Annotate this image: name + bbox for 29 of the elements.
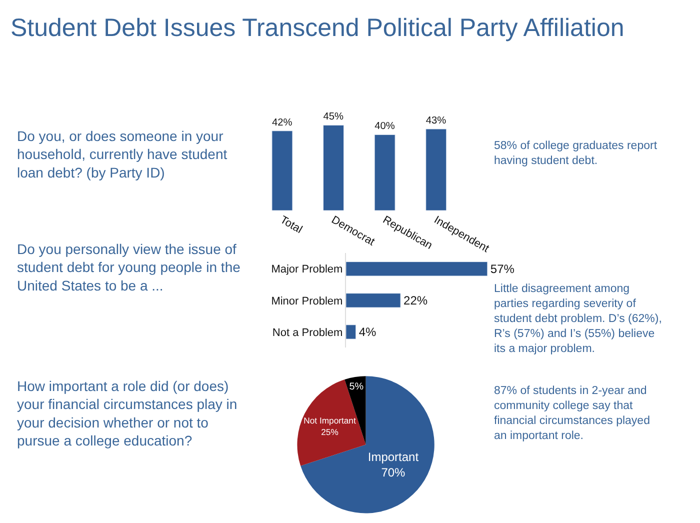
chart-title: Student Debt Issues Transcend Political Party Affiliation: [10, 14, 624, 42]
y-tick-label: Minor Problem: [271, 295, 343, 308]
text: 58% of college graduates report having student debt.: [494, 140, 658, 167]
pie-slice: [300, 376, 434, 514]
text: 87% of students in 2-year and community college say that financial circumstances played an important role.: [494, 385, 650, 442]
data-label: 22%: [404, 293, 428, 308]
text: Little disagreement among parties regarding severity of student debt problem. D’s (62%), R’s (57%) and I’s (55%) believe its a major problem.: [494, 283, 662, 355]
y-tick-label: Major Problem: [271, 264, 343, 276]
data-label: 42%: [272, 117, 292, 128]
pie-slice: [297, 379, 366, 466]
data-label: 43%: [426, 115, 446, 126]
data-label: 4%: [358, 324, 377, 339]
bar: [426, 128, 447, 211]
text: Do you personally view the issue of student debt for young people in the United States to be a ...: [17, 241, 241, 294]
data-label: 45%: [323, 112, 344, 123]
data-label: 5%: [349, 381, 364, 392]
data-label: 70%: [381, 466, 406, 480]
text: How important a role did (or does) your financial circumstances play in your decision whether or not to pursue a college education?: [17, 378, 238, 449]
data-label: 57%: [490, 262, 515, 276]
bar: [323, 124, 344, 211]
slice-label: Not Important: [304, 416, 356, 426]
bar: [272, 130, 293, 211]
bar: [374, 134, 396, 211]
x-tick-label: Total: [278, 214, 304, 236]
data-label: 40%: [374, 121, 395, 132]
slice-label: Important: [368, 450, 420, 464]
y-tick-label: Not a Problem: [272, 326, 343, 339]
text: Do you, or does someone in your household, currently have student loan debt? (by Party ID): [17, 128, 228, 180]
data-label: 25%: [321, 426, 339, 437]
